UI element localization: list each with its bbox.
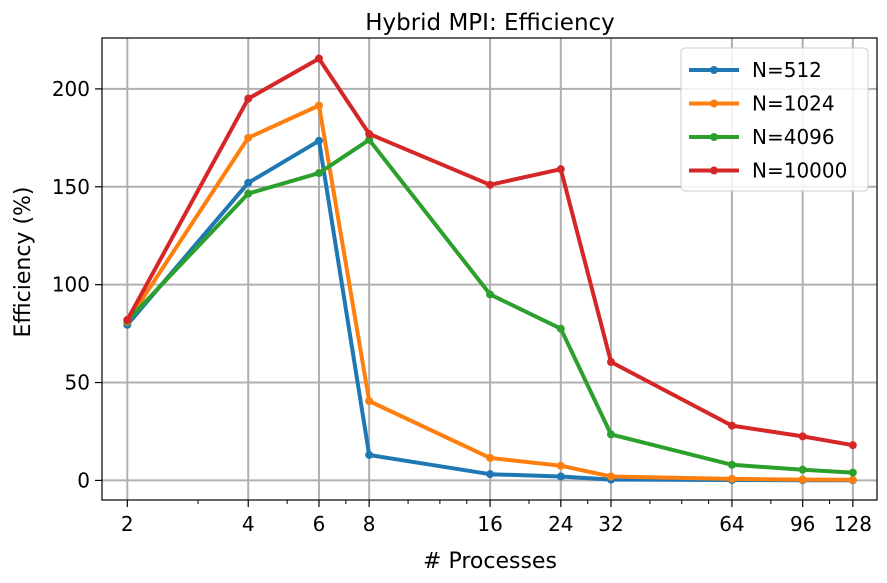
data-point	[365, 397, 374, 406]
y-axis-label: Efficiency (%)	[11, 186, 36, 337]
series-line	[125, 103, 853, 482]
data-point	[556, 165, 565, 174]
legend-box	[680, 47, 869, 192]
legend-label: N=1024	[752, 92, 835, 116]
x-tick-label: 128	[834, 512, 872, 536]
data-point	[486, 470, 495, 479]
data-point	[848, 468, 857, 477]
x-axis-label: # Processes	[423, 549, 557, 574]
data-point	[798, 432, 807, 441]
legend-label: N=10000	[752, 159, 847, 183]
data-point	[798, 465, 807, 474]
y-tick-label: 150	[52, 175, 90, 199]
data-point	[365, 450, 374, 459]
data-point	[365, 135, 374, 144]
data-point	[244, 189, 253, 198]
chart-title: Hybrid MPI: Efficiency	[365, 10, 615, 36]
y-tick-label: 100	[52, 273, 90, 297]
series-line	[125, 137, 854, 475]
series	[123, 54, 857, 485]
x-tick-label: 24	[548, 512, 573, 536]
data-point	[244, 178, 253, 187]
data-point	[798, 475, 807, 484]
data-point	[848, 475, 857, 484]
data-point	[314, 101, 323, 110]
y-tick-label: 200	[52, 77, 90, 101]
data-point	[486, 290, 495, 299]
data-point	[727, 474, 736, 483]
x-tick-label: 8	[363, 512, 376, 536]
data-point	[607, 357, 616, 366]
data-point	[727, 460, 736, 469]
legend-label: N=512	[752, 58, 822, 82]
data-point	[727, 421, 736, 430]
data-point	[314, 169, 323, 178]
data-point	[556, 461, 565, 470]
x-tick-label: 6	[313, 512, 326, 536]
legend-marker	[710, 66, 718, 74]
plot-frame	[101, 37, 878, 501]
data-point	[607, 430, 616, 439]
data-point	[365, 129, 374, 138]
legend: N=512 N=1024 N=4096 N=10000	[680, 47, 869, 192]
data-point	[607, 472, 616, 481]
x-tick-label: 96	[790, 512, 815, 536]
legend-marker	[710, 133, 718, 141]
series-line	[125, 56, 854, 448]
legend-label: N=4096	[752, 125, 835, 149]
data-point	[486, 180, 495, 189]
x-tick-label: 16	[477, 512, 502, 536]
legend-marker	[710, 99, 718, 108]
y-tick-label: 0	[77, 468, 90, 492]
data-point	[123, 315, 132, 324]
data-point	[486, 453, 495, 462]
x-tick-label: 2	[121, 512, 134, 536]
y-tick-label: 50	[65, 371, 90, 395]
data-point	[848, 441, 857, 450]
x-tick-label: 64	[719, 512, 744, 536]
data-point	[314, 136, 323, 145]
data-point	[244, 133, 253, 142]
data-point	[556, 324, 565, 333]
x-tick-label: 32	[598, 512, 623, 536]
x-tick-label: 4	[242, 512, 255, 536]
data-point	[244, 94, 253, 103]
data-point	[314, 54, 323, 63]
legend-marker	[710, 166, 718, 175]
data-point	[556, 472, 565, 481]
